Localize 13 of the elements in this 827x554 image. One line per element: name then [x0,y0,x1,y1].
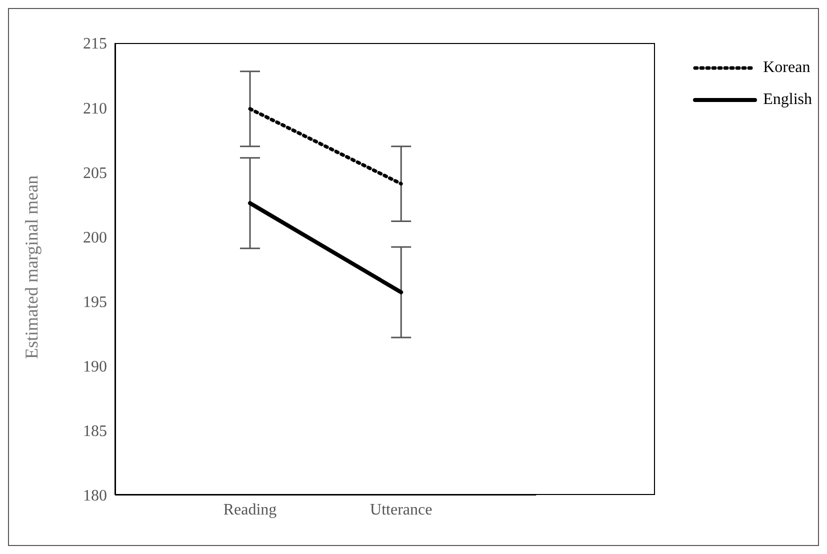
x-tick-label: Utterance [370,501,432,518]
y-tick-label: 180 [83,488,107,505]
y-axis-title: Estimated marginal mean [21,175,42,359]
y-tick-label: 195 [83,294,107,311]
legend-label: English [763,91,812,109]
y-tick-label: 185 [83,423,107,440]
y-tick-label: 205 [83,164,107,182]
y-tick-label: 215 [83,36,107,53]
y-tick-label: 210 [83,100,107,118]
y-tick-label: 200 [83,229,107,246]
y-tick-label: 190 [83,358,107,376]
legend-label: Korean [763,59,810,77]
x-tick-label: Reading [223,501,277,518]
